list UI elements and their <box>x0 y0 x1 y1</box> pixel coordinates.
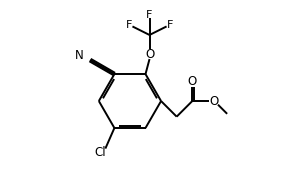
Text: N: N <box>75 49 84 62</box>
Text: F: F <box>166 20 173 30</box>
Text: F: F <box>126 20 133 30</box>
Text: O: O <box>210 95 219 108</box>
Text: F: F <box>146 10 153 20</box>
Text: O: O <box>188 75 197 88</box>
Text: O: O <box>145 48 154 61</box>
Text: Cl: Cl <box>94 146 106 159</box>
